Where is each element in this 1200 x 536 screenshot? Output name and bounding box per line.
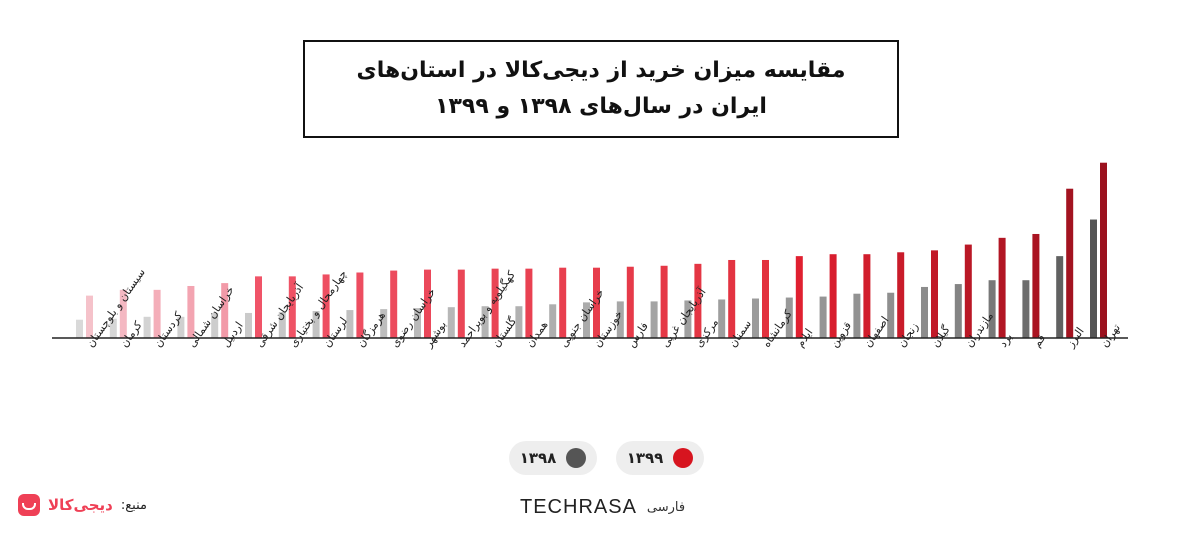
bar-1399-31 xyxy=(1100,162,1107,338)
legend-swatch-1399 xyxy=(673,448,694,468)
bar-1398-28 xyxy=(988,280,996,338)
bar-1398-11 xyxy=(414,308,421,338)
bar-1399-18 xyxy=(660,265,668,338)
bar-1398-29 xyxy=(1022,280,1030,338)
bar-1398-10 xyxy=(380,309,388,338)
bars-group xyxy=(76,162,1107,338)
bar-1398-5 xyxy=(211,312,219,338)
bar-1398-31 xyxy=(1090,219,1097,338)
chart-title-line-2: ایران در سال‌های ۱۳۹۸ و ۱۳۹۹ xyxy=(435,94,767,119)
bar-1399-8 xyxy=(322,274,330,338)
bar-1399-3 xyxy=(153,289,161,338)
bar-1398-8 xyxy=(312,311,320,338)
bar-1398-2 xyxy=(109,318,117,338)
bar-1399-4 xyxy=(187,285,195,338)
bar-1398-3 xyxy=(143,316,151,338)
bar-1399-12 xyxy=(457,269,465,338)
bar-1398-20 xyxy=(718,299,726,338)
bar-1398-30 xyxy=(1056,256,1064,338)
x-tick-label-29: قم xyxy=(1030,332,1048,350)
source-label: منبع: xyxy=(120,497,147,513)
bar-1399-1 xyxy=(86,295,93,338)
bar-1398-14 xyxy=(515,306,523,338)
bar-1399-10 xyxy=(390,270,398,338)
legend-item-1398: ۱۳۹۸ xyxy=(509,441,597,475)
bar-1399-23 xyxy=(829,254,837,338)
bar-1399-29 xyxy=(1032,233,1040,338)
chart-title-line-1: مقایسه میزان خرید از دیجی‌کالا در استان‌… xyxy=(356,58,846,83)
bar-1398-25 xyxy=(887,292,895,338)
bar-1399-27 xyxy=(964,244,972,338)
bar-1399-26 xyxy=(931,250,938,338)
bar-1399-21 xyxy=(762,259,769,338)
bar-1399-22 xyxy=(795,256,803,338)
legend-label-1398: ۱۳۹۸ xyxy=(519,449,557,467)
bar-1398-26 xyxy=(921,286,928,338)
chart-title-box: مقایسه میزان خرید از دیجی‌کالا در استان‌… xyxy=(303,40,899,138)
legend-label-1399: ۱۳۹۹ xyxy=(626,449,664,467)
bar-1399-16 xyxy=(593,267,600,338)
digikala-logo-icon xyxy=(18,494,40,516)
bar-1399-2 xyxy=(119,289,127,338)
bar-1398-13 xyxy=(481,306,489,338)
bar-1398-18 xyxy=(650,301,658,338)
bar-1399-20 xyxy=(728,259,736,338)
techrasa-logo-suffix: فارسی xyxy=(646,500,686,515)
bar-1398-1 xyxy=(76,319,83,338)
bar-1399-15 xyxy=(559,267,567,338)
bar-1398-7 xyxy=(278,311,286,338)
bar-1399-5 xyxy=(221,283,229,338)
bar-1399-17 xyxy=(626,266,634,338)
bar-1399-11 xyxy=(424,269,431,338)
bar-1398-22 xyxy=(785,297,793,338)
legend-item-1399: ۱۳۹۹ xyxy=(616,441,704,475)
bar-1398-24 xyxy=(853,293,861,338)
bar-1398-23 xyxy=(819,296,827,338)
bar-1399-30 xyxy=(1066,188,1074,338)
bar-1399-14 xyxy=(525,268,533,338)
source-credit: منبع: دیجی‌کالا xyxy=(18,494,147,516)
bar-1398-16 xyxy=(583,302,590,338)
digikala-logo-text: دیجی‌کالا xyxy=(48,496,113,514)
bar-1399-28 xyxy=(998,237,1006,338)
bar-1398-21 xyxy=(752,298,759,338)
bar-1398-27 xyxy=(954,284,962,338)
bar-1398-17 xyxy=(616,301,624,338)
bar-1399-24 xyxy=(863,254,871,338)
bar-1398-19 xyxy=(684,300,692,338)
bar-1398-12 xyxy=(447,307,455,338)
bar-1398-15 xyxy=(549,304,557,338)
bar-1399-9 xyxy=(356,272,364,338)
bar-1398-9 xyxy=(346,310,354,338)
techrasa-logo-word: TECHRASA xyxy=(520,496,637,518)
bar-1398-6 xyxy=(245,312,252,338)
techrasa-logo: TECHRASA فارسی xyxy=(520,496,685,519)
bar-1398-4 xyxy=(177,316,185,338)
bar-1399-19 xyxy=(694,263,702,338)
legend-swatch-1398 xyxy=(566,448,587,468)
bar-1399-7 xyxy=(288,276,296,338)
bar-1399-6 xyxy=(255,276,262,338)
bar-1399-13 xyxy=(491,268,499,338)
bar-1399-25 xyxy=(897,252,905,338)
